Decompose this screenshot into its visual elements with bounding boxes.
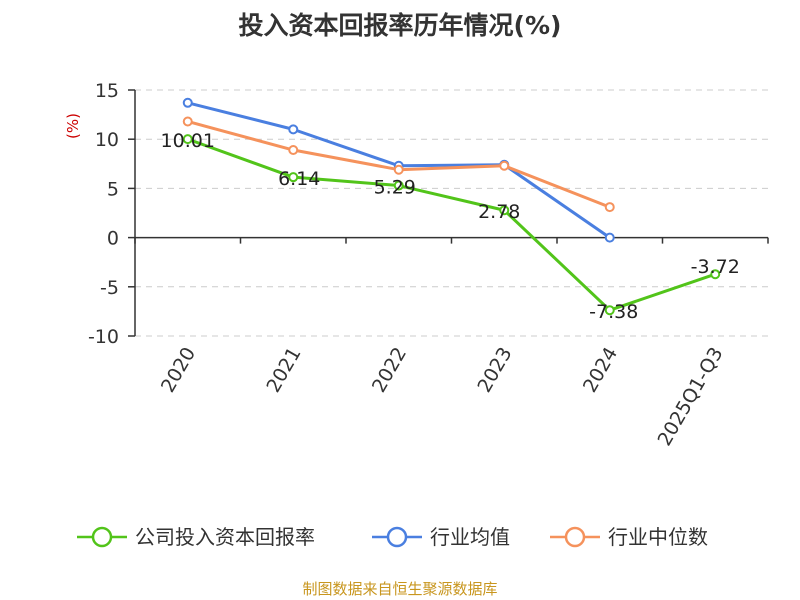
data-label: -3.72 — [691, 256, 740, 278]
data-point — [182, 134, 193, 145]
legend-label: 行业中位数 — [608, 525, 708, 549]
x-tick-label: 2024 — [579, 344, 622, 397]
y-axis-unit: (%) — [64, 113, 82, 139]
legend-swatch-marker — [386, 526, 408, 548]
data-point — [182, 97, 193, 108]
y-tick-label: 0 — [107, 228, 119, 250]
y-tick-label: 15 — [95, 80, 119, 102]
data-label: 6.14 — [278, 168, 320, 190]
y-tick-label: 10 — [95, 129, 119, 151]
data-labels: 10.01 6.14 5.29 2.78 -7.38 -3.72 — [161, 130, 740, 323]
data-label: 5.29 — [374, 177, 416, 199]
axes — [128, 89, 769, 337]
data-point — [182, 116, 193, 127]
data-label: -7.38 — [589, 301, 638, 323]
data-point — [604, 305, 615, 316]
data-point — [288, 172, 299, 183]
data-point — [393, 180, 404, 191]
legend-swatch-marker — [564, 526, 586, 548]
data-point — [499, 160, 510, 171]
data-point — [499, 205, 510, 216]
data-point — [604, 232, 615, 243]
y-tick-label: -5 — [100, 277, 119, 299]
chart-title: 投入资本回报率历年情况(%) — [239, 11, 562, 40]
x-tick-label: 2021 — [262, 344, 305, 397]
gridlines — [135, 89, 768, 337]
data-point — [288, 145, 299, 156]
legend-label: 公司投入资本回报率 — [135, 525, 315, 549]
legend-label: 行业均值 — [430, 525, 510, 549]
x-tick-label: 2025Q1-Q3 — [654, 344, 728, 450]
y-tick-label: -10 — [88, 326, 119, 348]
data-point — [604, 202, 615, 213]
data-point — [288, 124, 299, 135]
data-point — [710, 269, 721, 280]
data-label: 10.01 — [161, 130, 215, 152]
source-note: 制图数据来自恒生聚源数据库 — [302, 580, 497, 598]
series-line-0 — [187, 137, 716, 312]
x-tick-labels: 2020 2021 2022 2023 2024 2025Q1-Q3 — [157, 344, 728, 450]
y-tick-label: 5 — [107, 178, 119, 200]
data-label: 2.78 — [478, 201, 520, 223]
data-point — [393, 164, 404, 175]
legend: 公司投入资本回报率 行业均值 行业中位数 — [77, 525, 708, 549]
x-tick-label: 2020 — [157, 344, 200, 397]
x-tick-label: 2023 — [473, 344, 516, 397]
x-tick-label: 2022 — [368, 344, 411, 397]
series-lines — [182, 97, 721, 316]
legend-swatch-marker — [91, 526, 113, 548]
y-tick-labels: 15 10 5 0 -5 -10 — [88, 80, 119, 348]
